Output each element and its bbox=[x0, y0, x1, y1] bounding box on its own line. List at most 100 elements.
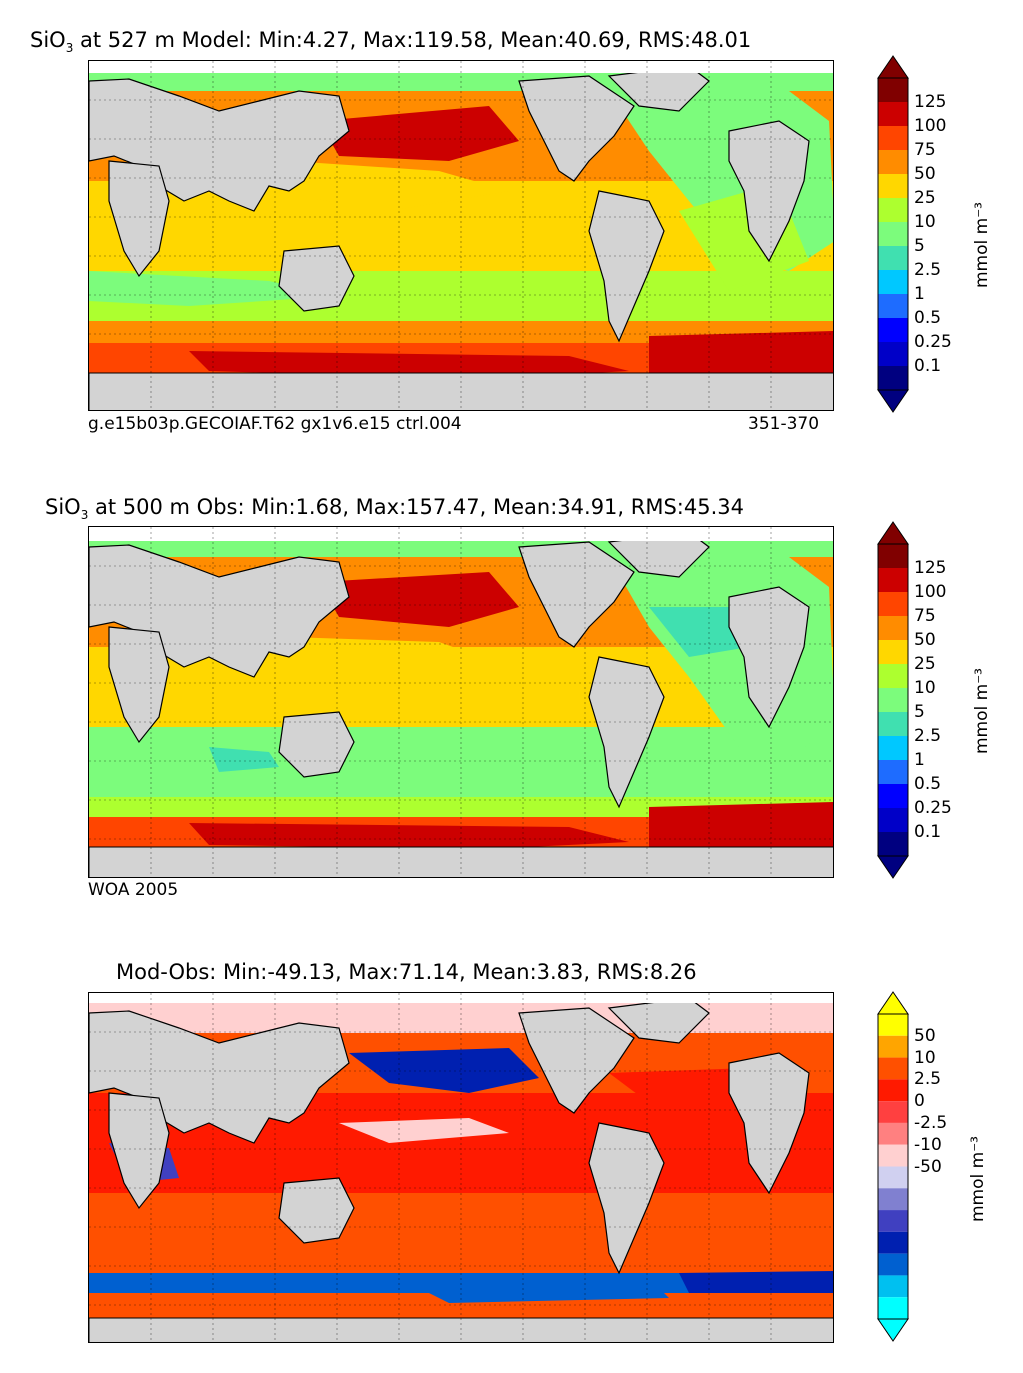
model-colorbar-max-arrow bbox=[877, 55, 909, 79]
diff-colorbar-tick-label: -50 bbox=[914, 1156, 942, 1177]
obs-map bbox=[88, 526, 834, 878]
model-colorbar-swatch bbox=[878, 246, 908, 270]
obs-colorbar-tick-label: 1 bbox=[914, 750, 925, 770]
diff-colorbar-swatch bbox=[878, 1122, 908, 1145]
obs-colorbar-swatch bbox=[878, 712, 908, 736]
obs-colorbar-swatch bbox=[878, 544, 908, 568]
model-colorbar-tick-label: 10 bbox=[914, 212, 936, 232]
diff-colorbar-frame bbox=[877, 1013, 909, 1320]
obs-colorbar-max-arrow bbox=[877, 521, 909, 545]
diff-colorbar-tick-label: 2.5 bbox=[914, 1069, 942, 1090]
obs-colorbar-swatch bbox=[878, 832, 908, 856]
diff-colorbar-swatch bbox=[878, 1231, 908, 1254]
diff-colorbar-min-arrow bbox=[877, 1318, 909, 1342]
obs-colorbar-swatches bbox=[877, 521, 909, 879]
obs-title: SiO3 at 500 m Obs: Min:1.68, Max:157.47,… bbox=[45, 495, 744, 523]
obs-colorbar-swatch bbox=[878, 760, 908, 784]
diff-colorbar-tick-label: -10 bbox=[914, 1134, 942, 1155]
diff-colorbar-swatch bbox=[878, 1079, 908, 1102]
obs-colorbar-tick-label: 25 bbox=[914, 654, 936, 674]
obs-colorbar-tick-label: 50 bbox=[914, 630, 936, 650]
model-colorbar-tick-label: 100 bbox=[914, 116, 947, 136]
obs-colorbar-tick-label: 0.25 bbox=[914, 798, 952, 818]
diff-colorbar-swatch bbox=[878, 1253, 908, 1276]
model-caption-right: 351-370 bbox=[748, 414, 820, 434]
diff-colorbar-swatch bbox=[878, 1057, 908, 1080]
model-colorbar-tick-label: 0.5 bbox=[914, 308, 942, 328]
model-colorbar-swatch bbox=[878, 78, 908, 102]
diff-colorbar-swatch bbox=[878, 1166, 908, 1189]
obs-field-plot bbox=[89, 527, 833, 877]
obs-caption-left: WOA 2005 bbox=[88, 880, 179, 900]
obs-colorbar bbox=[877, 521, 909, 879]
obs-colorbar-swatch bbox=[878, 688, 908, 712]
diff-colorbar-tick-label: -2.5 bbox=[914, 1112, 948, 1133]
obs-colorbar-swatch bbox=[878, 664, 908, 688]
model-field-plot bbox=[89, 61, 833, 410]
model-colorbar bbox=[877, 55, 909, 413]
obs-colorbar-frame bbox=[877, 543, 909, 857]
obs-colorbar-swatch bbox=[878, 736, 908, 760]
model-colorbar-swatch bbox=[878, 318, 908, 342]
diff-colorbar-max-arrow bbox=[877, 991, 909, 1015]
model-colorbar-min-arrow bbox=[877, 389, 909, 413]
model-colorbar-swatch bbox=[878, 174, 908, 198]
model-colorbar-swatch bbox=[878, 222, 908, 246]
model-colorbar-tick-label: 0.25 bbox=[914, 332, 952, 352]
obs-colorbar-swatch bbox=[878, 808, 908, 832]
obs-colorbar-tick-label: 125 bbox=[914, 558, 947, 578]
model-colorbar-tick-label: 1 bbox=[914, 284, 925, 304]
model-colorbar-swatch bbox=[878, 294, 908, 318]
obs-colorbar-tick-label: 5 bbox=[914, 702, 925, 722]
model-colorbar-tick-label: 125 bbox=[914, 92, 947, 112]
model-map bbox=[88, 60, 834, 411]
model-colorbar-swatch bbox=[878, 342, 908, 366]
model-colorbar-swatch bbox=[878, 150, 908, 174]
model-units-label: mmol m⁻³ bbox=[972, 202, 992, 288]
diff-colorbar-swatch bbox=[878, 1188, 908, 1211]
diff-colorbar-swatch bbox=[878, 1014, 908, 1036]
obs-colorbar-min-arrow bbox=[877, 855, 909, 879]
obs-units-label: mmol m⁻³ bbox=[972, 668, 992, 754]
obs-colorbar-tick-label: 100 bbox=[914, 582, 947, 602]
diff-colorbar-tick-label: 10 bbox=[914, 1047, 936, 1068]
obs-colorbar-tick-label: 10 bbox=[914, 678, 936, 698]
model-colorbar-frame bbox=[877, 77, 909, 391]
obs-colorbar-swatch bbox=[878, 592, 908, 616]
model-colorbar-swatch bbox=[878, 126, 908, 150]
diff-colorbar-swatch bbox=[878, 1101, 908, 1123]
model-colorbar-swatch bbox=[878, 270, 908, 294]
diff-colorbar-swatch bbox=[878, 1035, 908, 1058]
obs-colorbar-swatch bbox=[878, 616, 908, 640]
diff-colorbar-tick-label: 0 bbox=[914, 1091, 925, 1112]
diff-title: Mod-Obs: Min:-49.13, Max:71.14, Mean:3.8… bbox=[116, 960, 697, 984]
model-title: SiO3 at 527 m Model: Min:4.27, Max:119.5… bbox=[30, 28, 752, 56]
diff-colorbar-swatch bbox=[878, 1210, 908, 1232]
obs-colorbar-tick-label: 75 bbox=[914, 606, 936, 626]
diff-map bbox=[88, 992, 834, 1343]
model-caption-left: g.e15b03p.GECOIAF.T62 gx1v6.e15 ctrl.004 bbox=[88, 414, 462, 434]
diff-units-label: mmol m⁻³ bbox=[968, 1136, 988, 1222]
model-colorbar-swatch bbox=[878, 366, 908, 390]
model-colorbar-swatch bbox=[878, 198, 908, 222]
obs-colorbar-swatch bbox=[878, 784, 908, 808]
model-colorbar-tick-label: 2.5 bbox=[914, 260, 942, 280]
model-colorbar-tick-label: 25 bbox=[914, 188, 936, 208]
diff-colorbar-swatch bbox=[878, 1275, 908, 1298]
obs-colorbar-swatch bbox=[878, 568, 908, 592]
obs-colorbar-tick-label: 2.5 bbox=[914, 726, 942, 746]
obs-colorbar-swatch bbox=[878, 640, 908, 664]
model-colorbar-swatches bbox=[877, 55, 909, 413]
obs-colorbar-tick-label: 0.5 bbox=[914, 774, 942, 794]
model-colorbar-tick-label: 5 bbox=[914, 236, 925, 256]
model-colorbar-tick-label: 75 bbox=[914, 140, 936, 160]
diff-colorbar-tick-label: 50 bbox=[914, 1025, 936, 1046]
model-colorbar-tick-label: 50 bbox=[914, 164, 936, 184]
diff-field-plot bbox=[89, 993, 833, 1342]
diff-colorbar-swatch bbox=[878, 1297, 908, 1319]
model-colorbar-tick-label: 0.1 bbox=[914, 356, 942, 376]
diff-colorbar-swatches bbox=[877, 991, 909, 1342]
model-colorbar-swatch bbox=[878, 102, 908, 126]
diff-colorbar-swatch bbox=[878, 1144, 908, 1167]
obs-colorbar-tick-label: 0.1 bbox=[914, 822, 942, 842]
